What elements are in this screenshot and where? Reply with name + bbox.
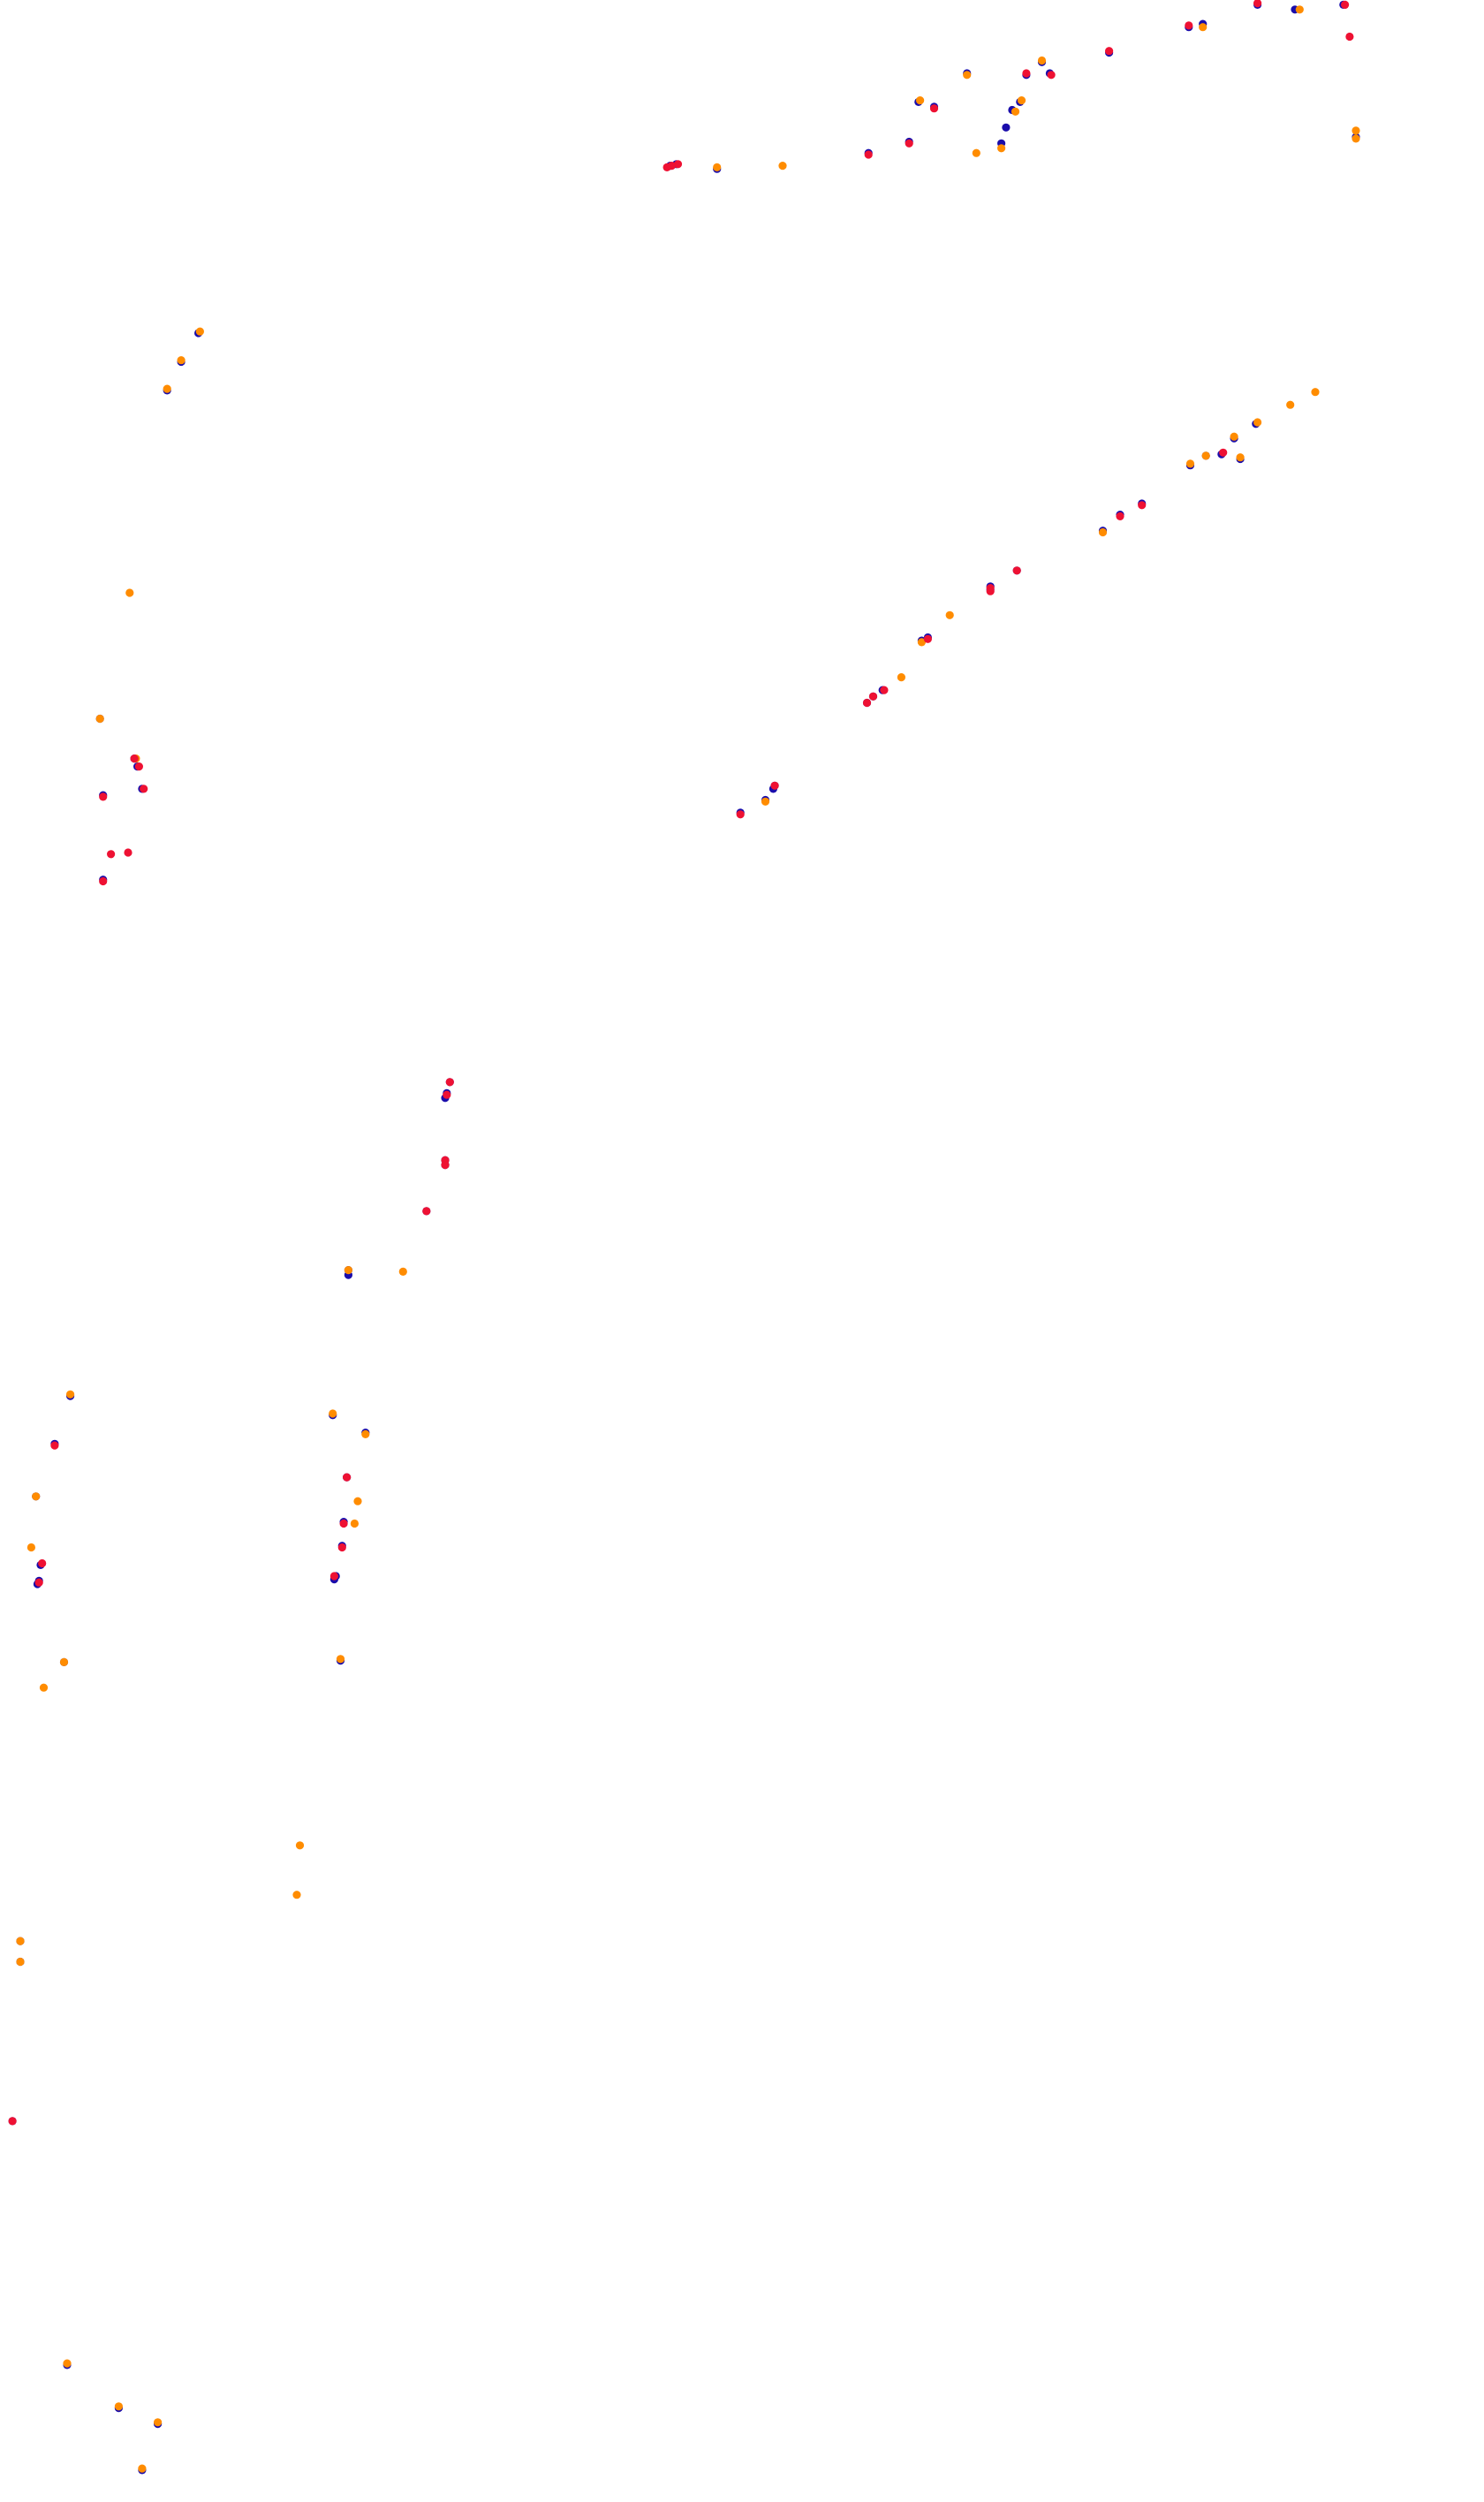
series-1 — [16, 5, 1360, 2473]
data-point — [154, 2418, 163, 2427]
data-point — [1022, 69, 1031, 78]
data-point — [59, 1657, 69, 1666]
data-point — [1105, 47, 1114, 56]
data-point — [868, 692, 878, 701]
data-point — [443, 1090, 451, 1099]
data-point — [16, 1957, 25, 1967]
data-point — [1236, 453, 1245, 462]
data-point — [1286, 400, 1295, 409]
data-point — [130, 754, 139, 763]
data-point — [880, 686, 889, 694]
data-point — [923, 634, 932, 643]
data-point — [1116, 512, 1124, 521]
data-point — [1037, 56, 1047, 65]
data-point — [343, 1473, 352, 1482]
data-point — [344, 1266, 352, 1275]
data-point — [897, 673, 905, 682]
data-point — [770, 781, 779, 790]
data-point — [963, 71, 972, 80]
data-point — [1219, 448, 1228, 457]
data-point — [124, 848, 132, 857]
data-point — [713, 163, 722, 171]
data-point — [39, 1683, 49, 1692]
data-point — [662, 163, 671, 171]
data-point — [134, 762, 143, 771]
data-point — [140, 785, 148, 793]
data-point — [63, 2359, 72, 2368]
data-point — [361, 1429, 370, 1438]
data-point — [986, 587, 995, 595]
data-point — [292, 1891, 301, 1899]
data-point — [997, 144, 1006, 153]
data-point — [445, 1078, 454, 1087]
data-point — [905, 139, 913, 148]
data-point — [329, 1409, 337, 1418]
data-point — [929, 104, 939, 113]
data-point — [1352, 134, 1360, 143]
data-points — [8, 0, 1360, 2475]
data-point — [16, 1937, 25, 1945]
data-point — [163, 384, 171, 393]
data-point — [736, 810, 745, 819]
data-point — [972, 148, 980, 157]
data-point — [862, 698, 872, 708]
data-point — [1199, 23, 1208, 32]
data-point — [339, 1519, 348, 1528]
series-2 — [8, 0, 1354, 2126]
data-point — [34, 1578, 43, 1587]
data-point — [66, 1390, 75, 1399]
data-point — [329, 1572, 338, 1581]
data-point — [673, 160, 683, 169]
data-point — [125, 588, 134, 597]
data-point — [441, 1161, 450, 1170]
data-point — [1295, 5, 1304, 14]
data-point — [422, 1207, 431, 1216]
data-point — [8, 2117, 17, 2126]
data-point — [295, 1841, 305, 1850]
data-point — [1230, 432, 1238, 441]
data-point — [1017, 96, 1026, 105]
data-point — [1047, 71, 1056, 80]
data-point — [337, 1543, 346, 1552]
data-point — [1352, 126, 1360, 135]
data-point — [1253, 418, 1262, 427]
data-point — [1341, 0, 1350, 9]
data-point — [114, 2402, 123, 2411]
data-point — [195, 327, 204, 336]
data-point — [1345, 32, 1354, 42]
data-point — [99, 792, 108, 801]
data-point — [107, 850, 116, 859]
data-point — [138, 2464, 147, 2473]
data-point — [1138, 501, 1147, 510]
data-point — [778, 162, 787, 171]
data-point — [1185, 459, 1195, 468]
data-point — [1098, 527, 1108, 537]
data-point — [26, 1543, 35, 1552]
data-point — [761, 797, 770, 806]
data-point — [1201, 451, 1210, 460]
data-point — [1311, 388, 1320, 397]
data-point — [864, 150, 873, 159]
data-point — [353, 1497, 362, 1505]
data-point — [50, 1441, 59, 1450]
data-point — [1012, 566, 1021, 575]
data-point — [917, 638, 926, 647]
data-point — [1002, 123, 1011, 132]
data-point — [945, 610, 954, 619]
data-point — [99, 876, 108, 886]
data-point — [336, 1655, 345, 1664]
data-point — [1011, 107, 1020, 116]
data-point — [350, 1519, 359, 1528]
data-point — [32, 1492, 41, 1501]
data-point — [95, 714, 104, 724]
data-point — [177, 356, 186, 365]
data-point — [398, 1267, 407, 1276]
data-point — [1253, 0, 1262, 8]
data-point — [1185, 21, 1193, 30]
data-point — [38, 1558, 47, 1568]
data-point — [916, 96, 925, 105]
